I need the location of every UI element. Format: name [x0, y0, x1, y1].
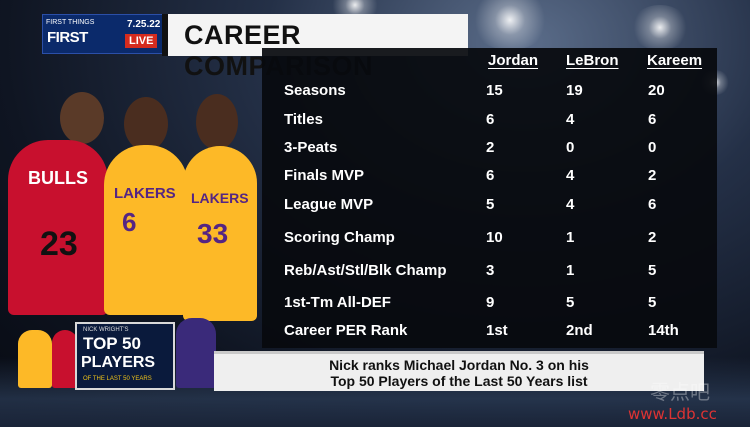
watermark-chinese: 零点吧: [650, 380, 710, 404]
cell-lebron: 4: [566, 167, 575, 184]
badge-sub-text: OF THE LAST 50 YEARS: [83, 376, 152, 382]
kareem-head: [196, 94, 238, 150]
show-logo-small-text: FIRST THINGS: [46, 19, 95, 26]
cell-lebron: 1: [566, 229, 575, 246]
jordan-number: 23: [40, 225, 78, 263]
top50-badge: NICK WRIGHT'S TOP 50 PLAYERS OF THE LAST…: [75, 322, 175, 390]
row-label: 3-Peats: [284, 139, 338, 156]
watermark-url: www.Ldb.cc: [628, 405, 717, 423]
lebron-number: 6: [122, 207, 137, 237]
badge-players-text: PLAYERS: [81, 354, 156, 371]
thumbnail-player: [18, 330, 52, 388]
lebron-head: [124, 97, 168, 151]
row-label: Reb/Ast/Stl/Blk Champ: [284, 262, 447, 279]
badge-small-text: NICK WRIGHT'S: [83, 327, 129, 333]
row-label: Career PER Rank: [284, 322, 408, 339]
career-stats-table: Jordan LeBron Kareem Seasons 15 19 20 Ti…: [262, 48, 717, 348]
show-logo: FIRST THINGS FIRST 7.25.22 LIVE: [42, 14, 168, 54]
show-logo-main-text: FIRST: [47, 29, 88, 46]
cell-kareem: 6: [648, 111, 657, 128]
caption-line-2: Top 50 Players of the Last 50 Years list: [330, 373, 588, 389]
cell-jordan: 2: [486, 139, 495, 156]
cell-lebron: 5: [566, 294, 575, 311]
kareem-number: 33: [197, 218, 229, 249]
cell-lebron: 4: [566, 111, 575, 128]
cell-jordan: 6: [486, 111, 495, 128]
cell-kareem: 6: [648, 196, 657, 213]
cell-lebron: 1: [566, 262, 575, 279]
column-header-jordan: Jordan: [488, 52, 539, 69]
column-header-lebron: LeBron: [566, 52, 619, 69]
jordan-jersey: BULLS 23: [8, 140, 108, 315]
thumbnail-player: [52, 330, 78, 388]
cell-jordan: 15: [486, 82, 503, 99]
cell-lebron: 2nd: [566, 322, 593, 339]
badge-top-text: TOP 50: [83, 334, 141, 353]
cell-kareem: 2: [648, 167, 657, 184]
cell-kareem: 2: [648, 229, 657, 246]
cell-kareem: 0: [648, 139, 657, 156]
cell-lebron: 19: [566, 82, 583, 99]
cell-jordan: 6: [486, 167, 495, 184]
row-label: Titles: [284, 111, 323, 128]
broadcast-date: 7.25.22: [127, 19, 161, 30]
cell-kareem: 5: [648, 294, 657, 311]
cell-jordan: 1st: [486, 322, 508, 339]
arena-light: [630, 5, 690, 50]
cell-kareem: 20: [648, 82, 665, 99]
cell-jordan: 10: [486, 229, 503, 246]
jordan-team-text: BULLS: [28, 168, 88, 188]
live-badge: LIVE: [125, 34, 158, 48]
kareem-jersey: LAKERS 33: [183, 146, 257, 321]
column-header-kareem: Kareem: [647, 52, 703, 69]
row-label: 1st-Tm All-DEF: [284, 294, 391, 311]
thumbnail-player: [176, 318, 216, 388]
row-label: Scoring Champ: [284, 229, 395, 246]
row-label: Seasons: [284, 82, 346, 99]
arena-light: [470, 0, 550, 50]
cell-lebron: 4: [566, 196, 575, 213]
cell-lebron: 0: [566, 139, 575, 156]
jordan-head: [60, 92, 104, 144]
cell-kareem: 5: [648, 262, 657, 279]
cell-jordan: 3: [486, 262, 495, 279]
caption-line-1: Nick ranks Michael Jordan No. 3 on his: [329, 357, 589, 373]
lower-third-caption: Nick ranks Michael Jordan No. 3 on his T…: [214, 351, 704, 391]
row-label: Finals MVP: [284, 167, 365, 184]
lebron-team-text: LAKERS: [114, 185, 176, 202]
cell-jordan: 5: [486, 196, 495, 213]
lebron-jersey: LAKERS 6: [104, 145, 188, 315]
cell-jordan: 9: [486, 294, 495, 311]
cell-kareem: 14th: [648, 322, 679, 339]
row-label: League MVP: [284, 196, 374, 213]
kareem-team-text: LAKERS: [191, 190, 249, 206]
